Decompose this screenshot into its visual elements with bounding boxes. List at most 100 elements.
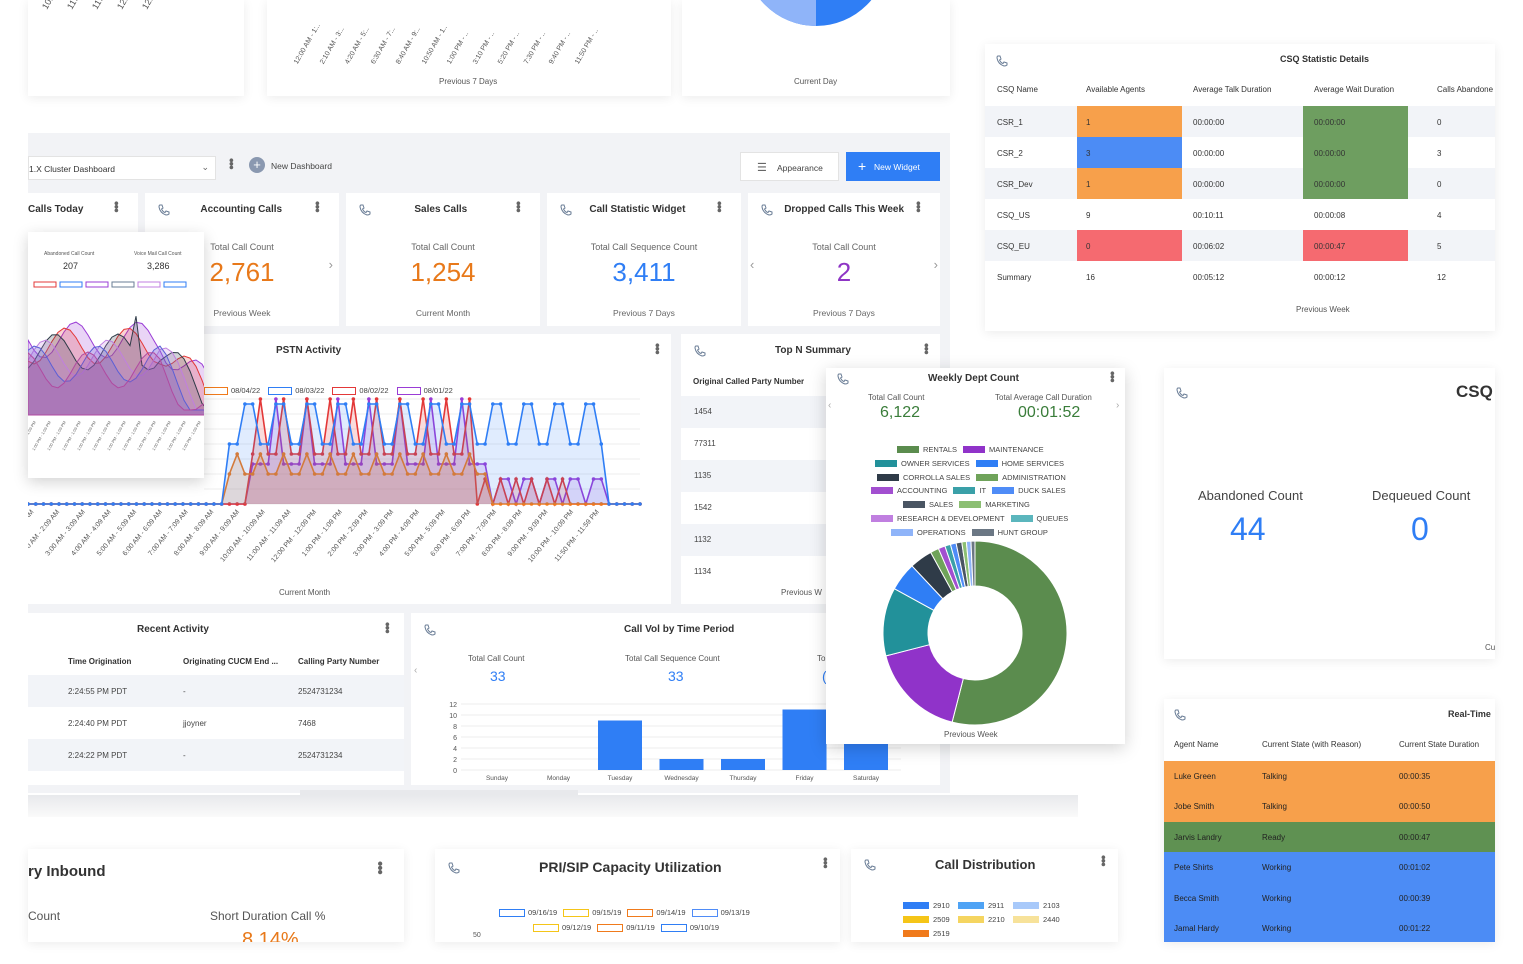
chevron-left-icon[interactable]: ‹	[828, 400, 832, 411]
column-header: Current State (with Reason)	[1262, 740, 1362, 749]
card-menu-icon[interactable]: •••	[650, 343, 665, 354]
new-dashboard-button[interactable]: New Dashboard	[271, 161, 332, 171]
column-header: Original Called Party Number	[693, 377, 805, 386]
new-widget-button[interactable]: + New Widget	[846, 152, 940, 181]
chevron-left-icon[interactable]: ‹	[414, 665, 418, 676]
table-row: Jobe Smith Talking 00:00:50	[1164, 791, 1495, 822]
dashboard-selector[interactable]: 1.X Cluster Dashboard ⌄	[28, 156, 216, 180]
kpi-label: Total Call Count	[868, 393, 925, 402]
legend-item[interactable]: 09/14/19	[627, 905, 686, 920]
chevron-right-icon[interactable]: ›	[1116, 400, 1120, 411]
x-tick-label: Tuesday	[608, 775, 633, 782]
legend-item[interactable]: DUCK SALES	[992, 486, 1066, 495]
donut-slice[interactable]	[970, 540, 976, 587]
legend-item[interactable]: 08/01/22	[396, 386, 453, 396]
legend-item[interactable]: 2910	[903, 901, 950, 910]
kpi-label: To	[817, 654, 826, 663]
card-menu-icon[interactable]: •••	[712, 201, 727, 212]
legend-item[interactable]: RESEARCH & DEVELOPMENT	[871, 514, 1005, 523]
chevron-left-icon[interactable]: ‹	[750, 257, 755, 272]
legend-item[interactable]: 2440	[1013, 915, 1060, 924]
legend-item[interactable]: 2519	[903, 929, 950, 938]
legend-item[interactable]: HOME SERVICES	[975, 459, 1064, 468]
card-menu-icon[interactable]: •••	[911, 201, 926, 212]
bar[interactable]	[659, 759, 704, 770]
kpi-label: Total Average Call Duration	[995, 393, 1092, 402]
card-menu-icon[interactable]: •••	[109, 201, 124, 212]
legend-item[interactable]: 08/02/22	[332, 386, 389, 396]
legend-item[interactable]: ACCOUNTING	[871, 486, 947, 495]
bar[interactable]	[721, 759, 765, 770]
legend-item[interactable]: SALES	[903, 500, 953, 509]
table-row: Jamal Hardy Working 00:01:22	[1164, 913, 1495, 942]
table-cell: Summary	[997, 273, 1032, 282]
legend-item[interactable]: OPERATIONS	[891, 528, 966, 537]
dashboard-menu-icon[interactable]: •••	[224, 158, 239, 169]
legend-item[interactable]: OWNER SERVICES	[875, 459, 970, 468]
phone-icon	[560, 203, 572, 216]
donut-slice[interactable]	[951, 540, 1068, 726]
table-cell: CSR_Dev	[997, 180, 1033, 189]
legend-item[interactable]: 09/15/19	[563, 905, 621, 920]
legend-item[interactable]: ADMINISTRATION	[976, 473, 1066, 482]
column-header: Time Origination	[68, 657, 132, 666]
card-menu-icon[interactable]: •••	[380, 622, 395, 633]
legend-row: ACCOUNTING IT DUCK SALES	[871, 481, 1072, 499]
chevron-right-icon[interactable]: ›	[328, 257, 333, 272]
table-cell: Jarvis Landry	[1174, 832, 1222, 842]
legend-item[interactable]: 08/03/22	[268, 386, 324, 396]
appearance-button[interactable]: ☰ Appearance	[740, 152, 839, 181]
chevron-right-icon[interactable]: ›	[933, 257, 938, 272]
voicemail-value: 3,286	[147, 261, 170, 271]
legend-item[interactable]: MAINTENANCE	[963, 445, 1044, 454]
legend-item[interactable]: RENTALS	[897, 445, 957, 454]
legend-item[interactable]: 09/12/19	[533, 920, 591, 935]
card-menu-icon[interactable]: •••	[1105, 371, 1120, 382]
bar[interactable]	[782, 709, 827, 771]
legend-item[interactable]: 09/13/19	[691, 905, 750, 920]
card-footer: Current Month	[279, 588, 331, 597]
sliders-icon: ☰	[757, 162, 767, 174]
card-menu-icon[interactable]: •••	[511, 201, 526, 212]
table-row: 2:24:55 PM PDT - 2524731234	[28, 675, 404, 707]
legend-item[interactable]: 08/04/22	[204, 386, 260, 396]
bar[interactable]	[844, 742, 888, 771]
table-cell: Becca Smith	[1174, 893, 1219, 903]
bar[interactable]	[598, 720, 642, 771]
card-menu-icon[interactable]: •••	[818, 857, 833, 868]
table-cell: 00:00:47	[1399, 832, 1431, 842]
legend-item[interactable]: 09/10/19	[660, 920, 719, 935]
legend-label: 09/11/19	[626, 923, 655, 932]
card-menu-icon[interactable]: •••	[1096, 855, 1111, 866]
legend-item[interactable]: 2103	[1013, 901, 1060, 910]
voicemail-label: Voice Mail Call Count	[134, 251, 182, 257]
table-cell: CSQ_EU	[997, 242, 1030, 251]
legend-item[interactable]: CORROLLA SALES	[877, 473, 970, 482]
legend-item[interactable]: 2509	[903, 915, 950, 924]
legend-item[interactable]: QUEUES	[1010, 514, 1068, 523]
y-tick-label: 6	[453, 735, 457, 742]
top-right-card: Current Day	[682, 0, 950, 96]
legend-label: 2440	[1043, 915, 1060, 924]
kpi-value: 1,254	[410, 257, 476, 287]
legend-item[interactable]: 2210	[958, 915, 1005, 924]
legend-item[interactable]: 2911	[958, 901, 1004, 910]
legend-item[interactable]: HUNT GROUP	[971, 528, 1048, 537]
x-tick-label: 11:50 PM - 11:59 PM	[554, 509, 601, 564]
plus-circle-icon[interactable]: +	[249, 157, 265, 173]
chevron-down-icon: ⌄	[201, 162, 209, 172]
legend-item[interactable]: IT	[953, 486, 986, 495]
card-menu-icon[interactable]: •••	[310, 201, 325, 212]
card-menu-icon[interactable]: •••	[919, 343, 934, 354]
card-menu-icon[interactable]: •••	[371, 861, 388, 874]
legend-label: 2910	[933, 901, 950, 910]
donut-slice[interactable]	[885, 644, 964, 723]
legend-item[interactable]: 09/16/19	[499, 905, 557, 920]
x-tick-label: 10:00 PM - 10:09 PM	[527, 509, 575, 564]
legend-item[interactable]: MARKETING	[959, 500, 1030, 509]
table-cell: 7468	[298, 719, 316, 728]
status-cell	[1077, 106, 1182, 137]
legend-item[interactable]: 09/11/19	[597, 920, 655, 935]
tick-label: 10:3	[40, 0, 58, 11]
kpi-card: Dropped Calls This Week ••• Total Call Cou…	[748, 193, 940, 326]
